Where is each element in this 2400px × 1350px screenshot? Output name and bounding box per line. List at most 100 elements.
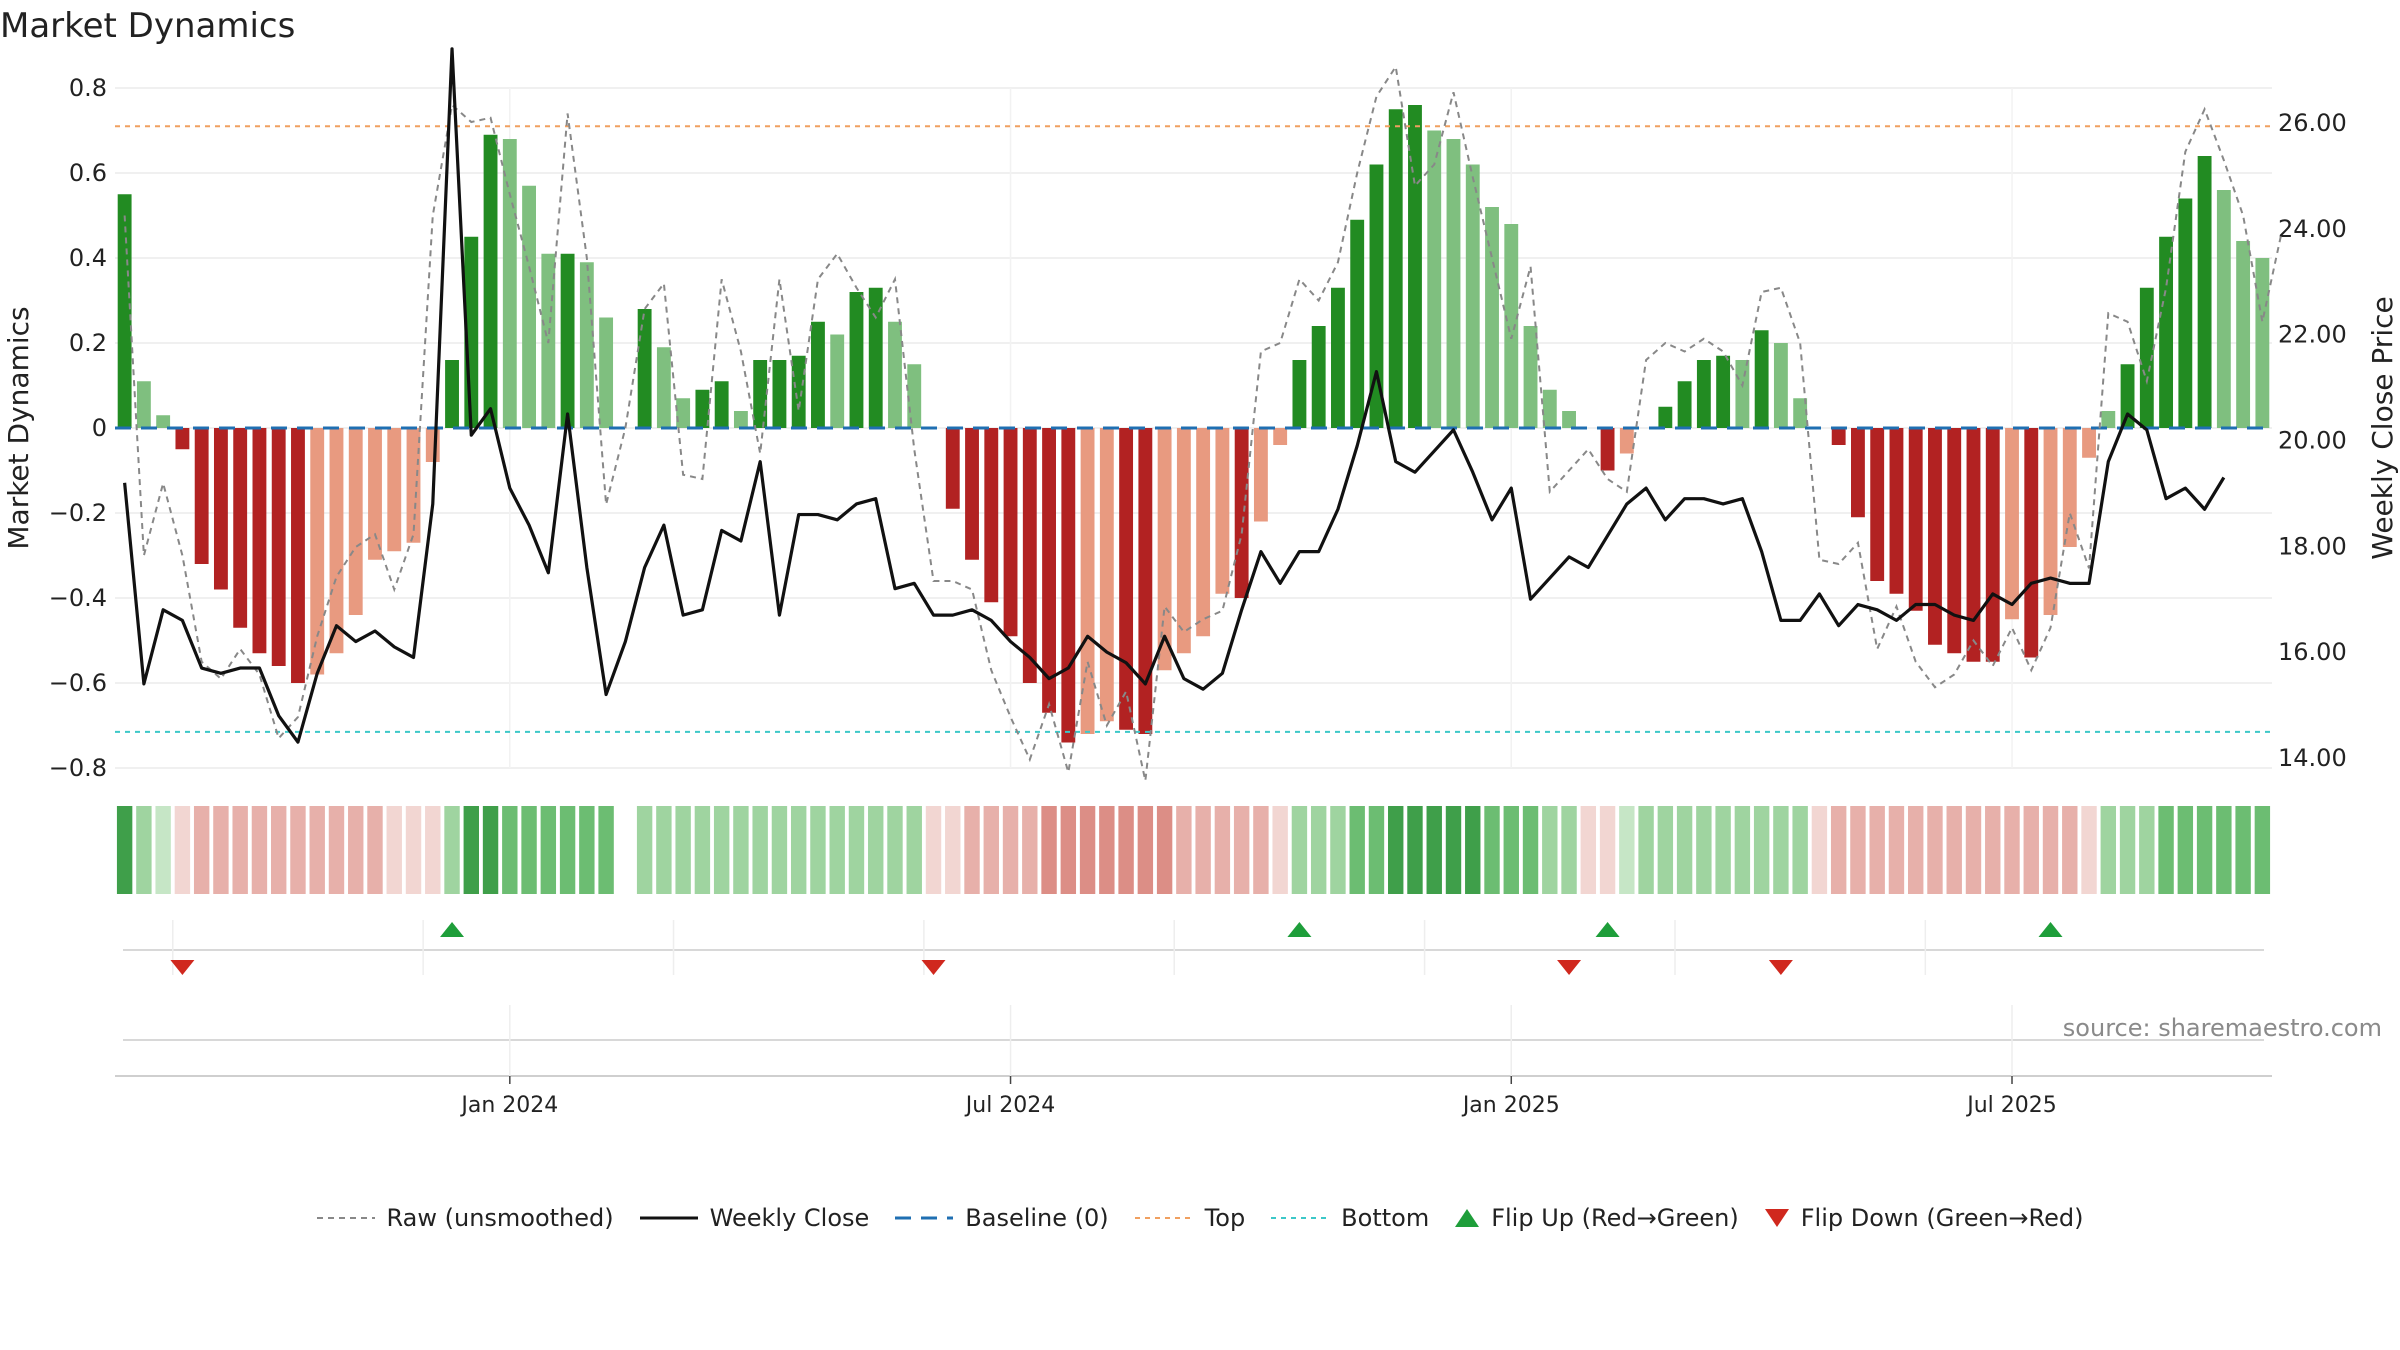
- regime-cell: [1368, 806, 1385, 894]
- x-tick-label: Jul 2025: [1965, 1093, 2057, 1118]
- regime-cell: [598, 806, 614, 894]
- regime-cell: [405, 806, 422, 894]
- bar: [1099, 428, 1114, 722]
- bar: [1350, 219, 1365, 428]
- legend-item-price: Weekly Close: [639, 1204, 870, 1232]
- bar: [1619, 428, 1634, 454]
- y2-tick-label: 18.00: [2278, 532, 2347, 560]
- regime-cell: [155, 806, 171, 894]
- bar: [1061, 428, 1076, 743]
- regime-cell: [116, 806, 133, 894]
- regime-cell: [1002, 806, 1019, 894]
- bar: [1196, 428, 1211, 637]
- regime-cell: [2196, 806, 2213, 894]
- regime-cell: [540, 806, 557, 894]
- regime-cell: [1022, 806, 1038, 894]
- flip-down-marker: [1768, 960, 1793, 975]
- regime-cell: [829, 806, 845, 894]
- bar: [1465, 164, 1480, 428]
- y-tick-label: 0: [92, 414, 107, 442]
- bar: [387, 428, 402, 552]
- regime-cell: [752, 806, 768, 894]
- bar: [656, 347, 671, 428]
- bar: [714, 381, 729, 428]
- bar: [1234, 428, 1249, 598]
- regime-cell: [1291, 806, 1308, 894]
- bar: [252, 428, 267, 654]
- bar: [368, 428, 382, 560]
- bar: [1754, 330, 1769, 428]
- bar: [213, 428, 228, 590]
- regime-cell: [251, 806, 268, 894]
- regime-cell: [1696, 806, 1712, 894]
- bar: [1523, 326, 1538, 428]
- legend-line-raw: [316, 1217, 375, 1219]
- triangle-up-icon: [1455, 1209, 1480, 1227]
- flip-up-marker: [440, 922, 465, 937]
- bar: [1138, 428, 1153, 734]
- regime-cell: [636, 806, 653, 894]
- regime-cell: [1830, 806, 1847, 894]
- weekly-close-series: [123, 47, 2226, 744]
- bar: [1369, 164, 1384, 428]
- bar: [2197, 156, 2212, 428]
- regime-cell: [1310, 806, 1327, 894]
- regime-cell: [1638, 806, 1654, 894]
- regime-cell: [1850, 806, 1866, 894]
- regime-cell: [1484, 806, 1500, 894]
- bar: [1176, 428, 1191, 654]
- raw-series: [123, 64, 2283, 781]
- bar: [425, 428, 440, 462]
- bar: [1292, 360, 1307, 428]
- bar: [1042, 428, 1056, 713]
- bar: [1793, 398, 1808, 428]
- bar: [2101, 411, 2116, 428]
- legend-label: Flip Up (Red→Green): [1491, 1204, 1739, 1232]
- regime-cell: [213, 806, 229, 894]
- legend-label: Flip Down (Green→Red): [1800, 1204, 2084, 1232]
- regime-cell: [290, 806, 306, 894]
- source-credit: source: sharemaestro.com: [2062, 1014, 2382, 1042]
- legend-item-bottom: Bottom: [1271, 1204, 1429, 1232]
- bar: [1485, 207, 1499, 428]
- regime-cell: [1676, 806, 1693, 894]
- regime-cell: [1426, 806, 1442, 894]
- y2-tick-label: 16.00: [2278, 638, 2347, 666]
- legend-line-price: [639, 1216, 698, 1220]
- regime-cell: [559, 806, 576, 894]
- regime-cell: [1041, 806, 1057, 894]
- bar: [695, 389, 710, 428]
- bar: [1716, 355, 1731, 428]
- bar: [271, 428, 286, 666]
- regime-cell: [1522, 806, 1539, 894]
- legend-line-baseline: [895, 1216, 954, 1220]
- bar: [965, 428, 979, 560]
- regime-cell: [848, 806, 865, 894]
- regime-cell: [482, 806, 499, 894]
- flip-down-marker: [921, 960, 946, 975]
- regime-cell: [1079, 806, 1096, 894]
- regime-cell: [2062, 806, 2078, 894]
- regime-cell: [925, 806, 942, 894]
- x-tick-label: Jan 2025: [1461, 1093, 1560, 1118]
- bar: [2062, 428, 2077, 547]
- bar: [984, 428, 999, 603]
- bar: [579, 262, 594, 428]
- bar: [194, 428, 209, 564]
- bar: [348, 428, 363, 615]
- regime-cell: [348, 806, 364, 894]
- y-tick-label: −0.2: [49, 499, 107, 527]
- legend-label: Baseline (0): [965, 1204, 1109, 1232]
- regime-cell: [868, 806, 884, 894]
- bar: [1773, 343, 1788, 428]
- legend-item-baseline: Baseline (0): [895, 1204, 1109, 1232]
- legend-label: Weekly Close: [709, 1204, 870, 1232]
- bar: [2159, 236, 2174, 428]
- bar: [1427, 130, 1442, 428]
- bar: [2255, 258, 2270, 428]
- bar: [733, 411, 748, 428]
- bar: [1985, 428, 2000, 662]
- regime-cell: [810, 806, 826, 894]
- y-axis-label: Market Dynamics: [2, 306, 35, 549]
